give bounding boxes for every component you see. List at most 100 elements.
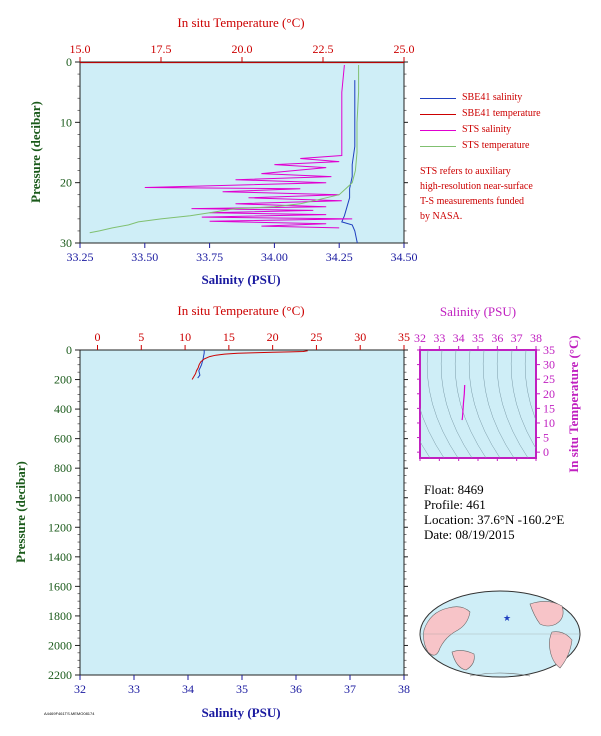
temp-tick-label: 30 bbox=[354, 330, 366, 344]
ts-sal-tick-label: 36 bbox=[491, 331, 503, 345]
density-contour bbox=[510, 350, 536, 449]
sal-tick-label: 32 bbox=[74, 682, 86, 696]
legend-item-sbe-salinity: SBE41 salinity bbox=[420, 90, 541, 106]
temp-tick-label: 20 bbox=[267, 330, 279, 344]
sbe41-temperature-line bbox=[191, 350, 308, 380]
sts-note-line: STS refers to auxiliary bbox=[420, 166, 511, 177]
float-id: Float: 8469 bbox=[424, 482, 484, 497]
ts-sal-tick-label: 38 bbox=[530, 331, 542, 345]
density-contour bbox=[524, 350, 536, 421]
sbe41-salinity-line bbox=[197, 350, 205, 379]
top-profile-panel: In situ Temperature (°C) 15.0 17.5 20.0 22.… bbox=[28, 15, 418, 287]
pres-tick-label: 200 bbox=[54, 373, 72, 387]
top-pres-ticks: 0 10 20 30 bbox=[60, 55, 408, 250]
top-pressure-axis-title: Pressure (decibar) bbox=[28, 101, 43, 203]
bottom-temp-ticks: 0 5 10 15 20 25 30 35 bbox=[95, 330, 410, 350]
pres-tick-label: 10 bbox=[60, 115, 72, 129]
density-contour bbox=[440, 350, 473, 458]
density-contour bbox=[496, 350, 529, 458]
sts-salinity-line bbox=[144, 64, 353, 229]
map-float-marker: ★ bbox=[503, 613, 511, 623]
ts-temp-tick-label: 5 bbox=[543, 431, 549, 445]
ts-sal-ticks: 32 33 34 35 36 37 38 bbox=[414, 331, 542, 461]
sts-note-line: T-S measurements funded bbox=[420, 196, 525, 207]
pres-tick-label: 0 bbox=[66, 55, 72, 69]
sal-tick-label: 34.50 bbox=[391, 250, 418, 264]
sal-tick-label: 33.25 bbox=[67, 250, 94, 264]
ts-sal-tick-label: 34 bbox=[453, 331, 465, 345]
legend-swatch bbox=[420, 129, 456, 131]
map-land-antarctica bbox=[469, 672, 531, 677]
sts-note-line: by NASA. bbox=[420, 211, 463, 222]
legend-swatch bbox=[420, 97, 456, 99]
sal-tick-label: 34.00 bbox=[261, 250, 288, 264]
ts-temp-tick-label: 20 bbox=[543, 387, 555, 401]
temp-tick-label: 5 bbox=[138, 330, 144, 344]
location: Location: 37.6°N -160.2°E bbox=[424, 512, 565, 527]
top-series-group bbox=[80, 62, 404, 244]
bottom-temp-axis-title: In situ Temperature (°C) bbox=[177, 303, 304, 318]
sts-temperature-line bbox=[89, 65, 360, 234]
temp-tick-label: 0 bbox=[95, 330, 101, 344]
density-contour bbox=[420, 440, 431, 458]
sal-tick-label: 36 bbox=[290, 682, 302, 696]
pres-tick-label: 1800 bbox=[48, 609, 72, 623]
ts-sal-tick-label: 32 bbox=[414, 331, 426, 345]
density-contour bbox=[468, 350, 501, 458]
bottom-pres-ticks: 0 200 400 600 800 1000 1200 1400 1600 1800 2000 220… bbox=[48, 343, 408, 682]
pres-tick-label: 400 bbox=[54, 402, 72, 416]
float-info: Float: 8469 Profile: 461 Location: 37.6°… bbox=[424, 482, 564, 542]
pres-tick-label: 2000 bbox=[48, 638, 72, 652]
sbe41-salinity-line bbox=[341, 80, 358, 244]
temp-tick-label: 35 bbox=[398, 330, 410, 344]
ts-temp-tick-label: 35 bbox=[543, 343, 555, 357]
top-temp-axis-title: In situ Temperature (°C) bbox=[177, 15, 304, 30]
pres-tick-label: 1000 bbox=[48, 491, 72, 505]
pres-tick-label: 20 bbox=[60, 176, 72, 190]
legend-item-sts-salinity: STS salinity bbox=[420, 122, 541, 138]
ts-temp-tick-label: 25 bbox=[543, 372, 555, 386]
legend-label: STS temperature bbox=[462, 140, 530, 151]
temp-tick-label: 22.5 bbox=[313, 42, 334, 56]
temp-tick-label: 25 bbox=[310, 330, 322, 344]
pres-tick-label: 0 bbox=[66, 343, 72, 357]
pres-tick-label: 1200 bbox=[48, 520, 72, 534]
density-contour bbox=[482, 350, 515, 458]
ts-density-contours bbox=[420, 350, 601, 458]
bottom-plot-area bbox=[79, 349, 405, 676]
ts-temp-tick-label: 30 bbox=[543, 358, 555, 372]
temp-tick-label: 20.0 bbox=[232, 42, 253, 56]
temp-tick-label: 15.0 bbox=[70, 42, 91, 56]
legend-swatch bbox=[420, 113, 456, 115]
top-sal-ticks: 33.25 33.50 33.75 34.00 34.25 34.50 bbox=[67, 243, 418, 264]
legend-swatch bbox=[420, 145, 456, 147]
sts-note: STS refers to auxiliary high-resolution … bbox=[420, 164, 580, 224]
footer-code: A4469F461TS.MEMO08174 bbox=[44, 711, 95, 716]
location-map: ★ bbox=[419, 590, 581, 678]
pres-tick-label: 800 bbox=[54, 461, 72, 475]
ts-temp-tick-label: 10 bbox=[543, 416, 555, 430]
legend-label: STS salinity bbox=[462, 124, 512, 135]
ts-sal-tick-label: 35 bbox=[472, 331, 484, 345]
map-land-asia bbox=[423, 606, 471, 656]
sal-tick-label: 38 bbox=[398, 682, 410, 696]
bottom-profile-panel: In situ Temperature (°C) 0 5 10 15 20 25 30 35 … bbox=[13, 303, 410, 720]
ts-temp-axis-title: In situ Temperature (°C) bbox=[566, 335, 581, 473]
density-contour bbox=[581, 350, 601, 458]
ts-temp-tick-label: 0 bbox=[543, 445, 549, 459]
ts-salinity-axis-title: Salinity (PSU) bbox=[440, 304, 516, 319]
bottom-salinity-axis-title: Salinity (PSU) bbox=[201, 705, 280, 720]
sal-tick-label: 37 bbox=[344, 682, 356, 696]
pres-tick-label: 2200 bbox=[48, 668, 72, 682]
legend: SBE41 salinity SBE41 temperature STS sal… bbox=[420, 90, 541, 154]
legend-item-sts-temperature: STS temperature bbox=[420, 138, 541, 154]
legend-label: SBE41 salinity bbox=[462, 92, 523, 103]
temp-tick-label: 25.0 bbox=[394, 42, 415, 56]
top-salinity-axis-title: Salinity (PSU) bbox=[201, 272, 280, 287]
temp-tick-label: 15 bbox=[223, 330, 235, 344]
sts-note-line: high-resolution near-surface bbox=[420, 181, 533, 192]
temp-tick-label: 17.5 bbox=[151, 42, 172, 56]
density-contour bbox=[454, 350, 487, 458]
